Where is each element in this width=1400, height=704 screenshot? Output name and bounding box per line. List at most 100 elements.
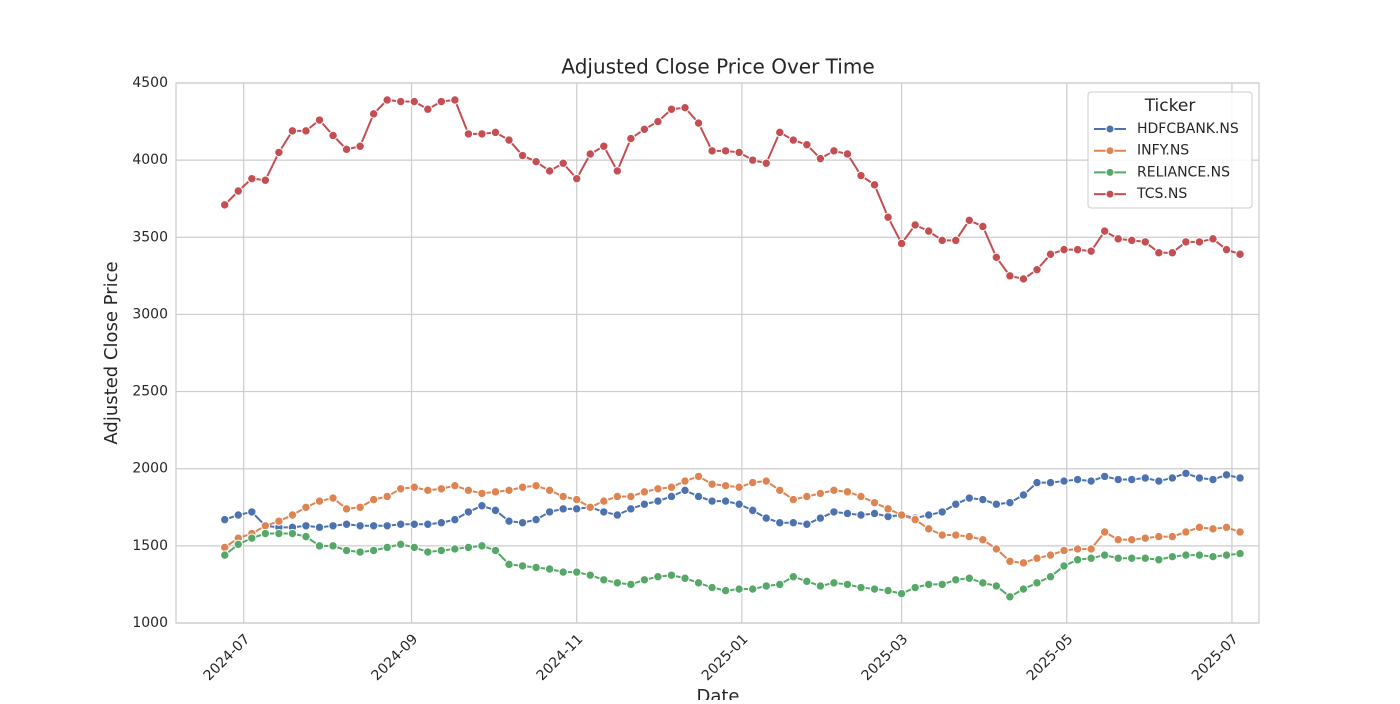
data-point	[951, 575, 961, 585]
data-point	[1099, 550, 1110, 560]
data-point	[775, 127, 785, 138]
data-point	[328, 541, 338, 551]
data-point	[829, 507, 839, 517]
data-point	[869, 497, 880, 508]
data-point	[328, 493, 338, 503]
data-point	[1032, 477, 1042, 488]
x-tick-label: 2024-07	[201, 631, 254, 684]
data-point	[1181, 527, 1191, 537]
data-point	[991, 499, 1002, 509]
y-tick-label: 3500	[132, 229, 168, 245]
legend-title: Ticker	[1144, 96, 1196, 116]
data-point	[233, 539, 243, 550]
data-point	[341, 144, 352, 155]
data-point	[1032, 578, 1042, 588]
data-point	[558, 504, 568, 514]
data-point	[815, 153, 826, 164]
data-point	[910, 220, 920, 230]
data-point	[951, 530, 961, 540]
data-point	[612, 491, 623, 502]
data-point	[450, 95, 460, 105]
data-point	[382, 95, 392, 105]
data-point	[301, 531, 311, 542]
y-tick-label: 1500	[132, 538, 168, 554]
y-axis-label: Adjusted Close Price	[101, 261, 122, 444]
data-point	[585, 570, 595, 580]
data-point	[355, 521, 365, 531]
data-point	[274, 516, 284, 526]
data-point	[802, 576, 812, 587]
data-point	[260, 175, 271, 185]
data-point	[572, 567, 582, 577]
data-point	[301, 126, 311, 136]
data-point	[314, 522, 325, 533]
data-point	[544, 564, 555, 574]
data-point	[220, 514, 230, 525]
data-point	[1167, 473, 1178, 483]
data-point	[368, 545, 379, 556]
data-point	[490, 505, 501, 516]
data-point	[1005, 592, 1015, 602]
data-point	[599, 496, 609, 506]
data-point	[450, 480, 460, 491]
data-point	[815, 581, 826, 591]
data-point	[788, 572, 799, 582]
data-point	[937, 507, 947, 517]
y-tick-label: 2500	[132, 384, 168, 400]
data-point	[1194, 550, 1205, 560]
data-point	[829, 485, 839, 496]
data-point	[1221, 522, 1232, 533]
data-point	[531, 480, 541, 491]
data-point	[666, 491, 677, 502]
data-point	[1032, 264, 1042, 275]
data-point	[923, 226, 934, 236]
data-point	[1154, 555, 1164, 565]
data-point	[247, 507, 257, 517]
data-point	[341, 519, 352, 529]
legend: Ticker HDFCBANK.NS INFY.NS RELIANCE.NS TCS.…	[1087, 91, 1253, 209]
data-point	[1032, 553, 1042, 563]
data-point	[1086, 246, 1096, 256]
data-point	[260, 528, 271, 539]
data-point	[707, 582, 717, 593]
data-point	[1140, 237, 1150, 247]
data-point	[558, 158, 568, 168]
data-point	[964, 493, 974, 503]
data-point	[274, 147, 284, 158]
data-point	[626, 504, 636, 514]
data-point	[693, 471, 704, 482]
legend-label: RELIANCE.NS	[1137, 164, 1230, 180]
data-point	[775, 579, 785, 590]
data-point	[396, 539, 406, 550]
data-point	[314, 541, 325, 551]
data-point	[666, 482, 677, 492]
data-point	[423, 547, 433, 557]
data-point	[639, 499, 650, 509]
legend-label: TCS.NS	[1136, 186, 1187, 202]
data-point	[436, 518, 447, 528]
data-point	[477, 541, 487, 551]
data-point	[396, 96, 406, 107]
data-point	[910, 582, 920, 593]
data-point	[680, 573, 690, 583]
x-tick-label: 2024-11	[534, 631, 587, 684]
data-point	[287, 510, 298, 520]
data-point	[815, 513, 826, 523]
data-point	[680, 485, 690, 496]
data-point	[544, 485, 555, 496]
data-point	[1072, 544, 1083, 554]
data-point	[788, 518, 799, 528]
data-point	[301, 502, 311, 512]
data-point	[883, 585, 893, 596]
data-point	[1113, 534, 1123, 545]
legend-marker	[1105, 124, 1115, 134]
data-point	[558, 491, 568, 502]
data-point	[829, 146, 839, 156]
data-point	[247, 173, 257, 184]
data-point	[572, 504, 582, 514]
data-point	[368, 109, 379, 119]
data-point	[1045, 249, 1056, 259]
data-point	[653, 484, 663, 494]
data-point	[314, 115, 325, 125]
